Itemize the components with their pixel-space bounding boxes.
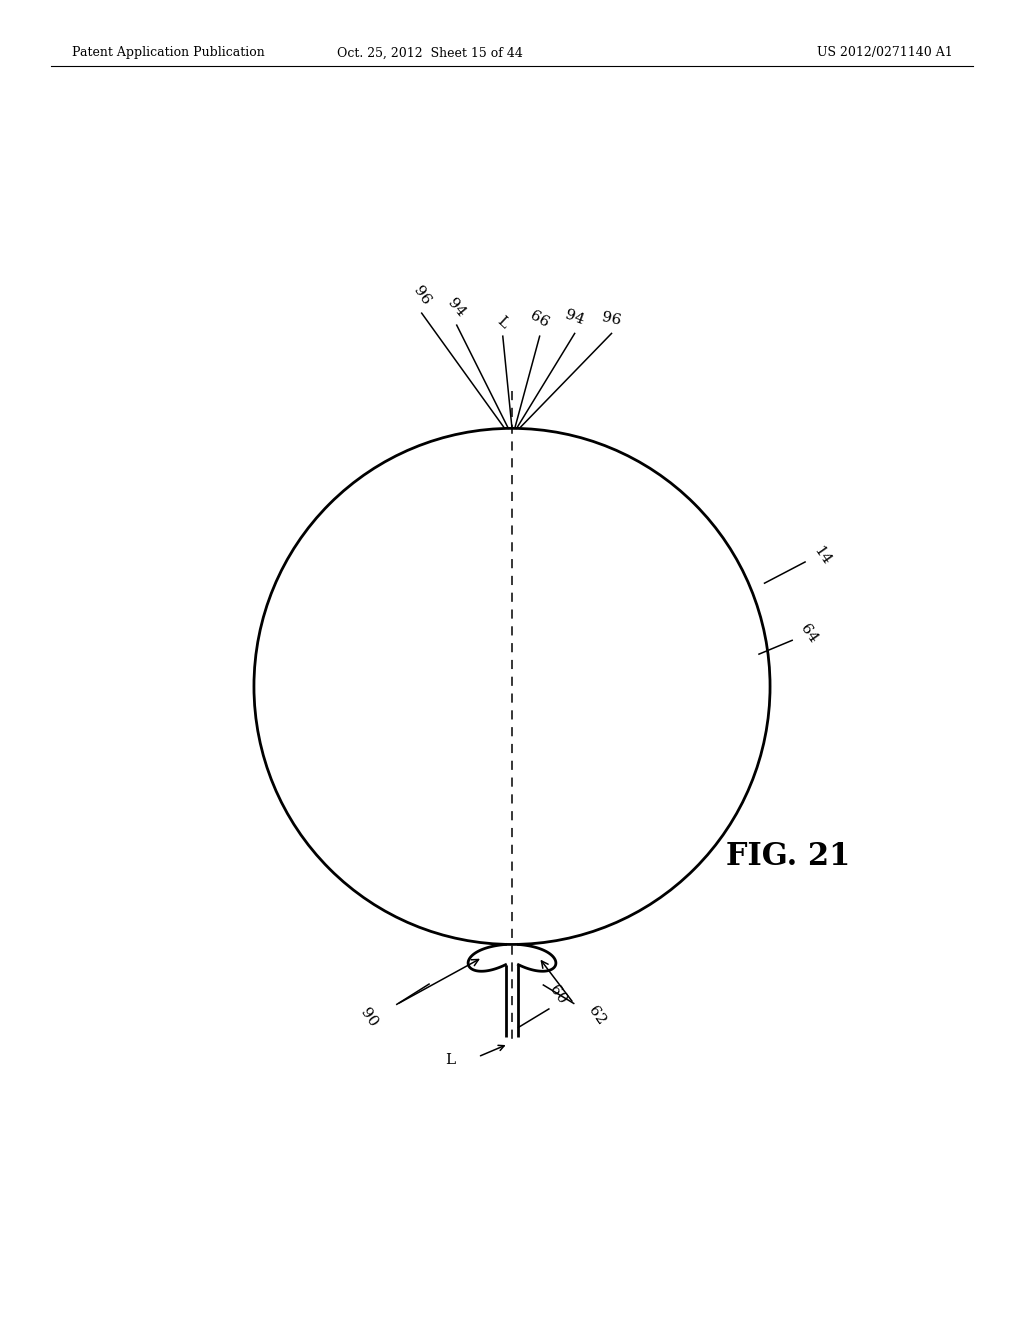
Text: 64: 64 <box>798 622 820 645</box>
Text: US 2012/0271140 A1: US 2012/0271140 A1 <box>816 46 952 59</box>
Text: 14: 14 <box>811 544 834 568</box>
Text: FIG. 21: FIG. 21 <box>726 841 851 873</box>
Text: Oct. 25, 2012  Sheet 15 of 44: Oct. 25, 2012 Sheet 15 of 44 <box>337 46 523 59</box>
Text: 62: 62 <box>586 1003 608 1027</box>
Text: L: L <box>495 314 511 331</box>
Text: 60: 60 <box>547 983 569 1007</box>
Text: 90: 90 <box>357 1006 381 1030</box>
Text: 94: 94 <box>445 296 468 319</box>
Text: 66: 66 <box>527 309 552 331</box>
Text: Patent Application Publication: Patent Application Publication <box>72 46 264 59</box>
Text: L: L <box>445 1052 456 1067</box>
Text: 94: 94 <box>563 308 586 327</box>
Text: 96: 96 <box>600 310 623 327</box>
Text: 96: 96 <box>411 284 433 308</box>
